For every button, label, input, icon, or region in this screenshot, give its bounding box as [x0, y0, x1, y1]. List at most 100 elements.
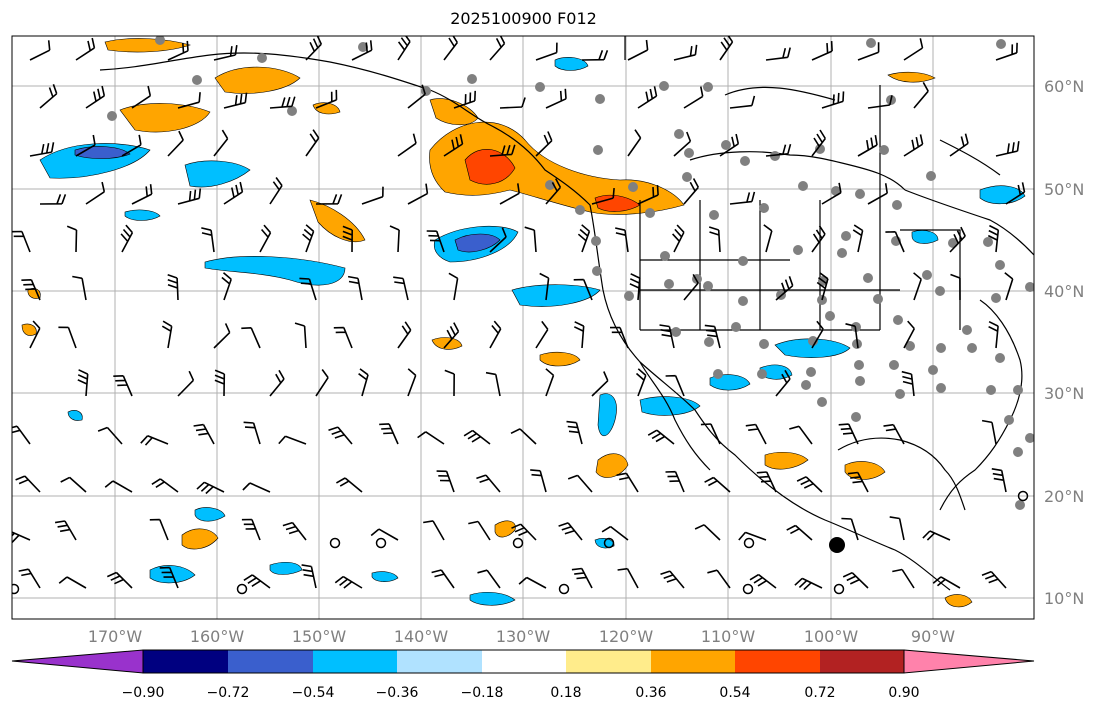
- lon-label: 140°W: [394, 627, 449, 646]
- wind-barb: [558, 522, 583, 541]
- wind-barb: [444, 369, 455, 397]
- wind-barb: [120, 224, 134, 253]
- calm-wind-circles: [12, 490, 1029, 595]
- wind-barb: [29, 40, 51, 61]
- wind-barb: [221, 272, 232, 301]
- wind-barb: [665, 470, 685, 493]
- colorbar-under-arrow: [11, 649, 144, 674]
- wind-barb: [336, 477, 363, 493]
- wind-barb: [577, 224, 591, 253]
- wind-barb: [987, 224, 1000, 253]
- map-border: [11, 35, 1035, 620]
- wind-barb: [922, 530, 951, 541]
- wind-barb: [167, 274, 179, 301]
- wind-barb: [389, 225, 400, 253]
- wind-barb: [407, 183, 429, 205]
- wind-barb: [847, 471, 869, 493]
- wind-barb: [161, 320, 173, 349]
- wind-barb: [627, 129, 642, 157]
- wind-barb: [660, 570, 685, 589]
- wind-barb: [66, 225, 78, 253]
- black-station-marker: [829, 537, 845, 553]
- wind-barb: [417, 431, 445, 445]
- lon-label: 150°W: [292, 627, 347, 646]
- wind-barb: [12, 531, 31, 543]
- wind-barb: [407, 84, 426, 109]
- wind-barb: [39, 194, 67, 205]
- colorbar-label: 0.36: [635, 685, 666, 701]
- wind-barb: [796, 476, 823, 493]
- wind-barb: [694, 524, 721, 541]
- wind-barb: [581, 50, 609, 61]
- wind-barb: [278, 435, 307, 445]
- wind-barb: [647, 429, 675, 445]
- wind-barb: [729, 95, 756, 109]
- wind-barb: [426, 230, 445, 253]
- wind-barb: [794, 577, 823, 591]
- wind-barb: [913, 82, 929, 109]
- wind-barb: [269, 177, 283, 205]
- wind-barb: [167, 40, 189, 61]
- wind-barb: [673, 44, 698, 61]
- wind-barb: [131, 184, 153, 205]
- wind-barb: [729, 191, 756, 205]
- wind-barb: [629, 273, 641, 301]
- wind-barb: [370, 528, 399, 541]
- wind-barb: [765, 47, 791, 61]
- wind-barb: [443, 36, 458, 61]
- wind-barb: [75, 134, 96, 157]
- wind-barb: [213, 44, 238, 61]
- wind-barb: [393, 276, 409, 301]
- wind-barb: [949, 133, 969, 157]
- wind-barb: [397, 36, 411, 61]
- wind-barb: [213, 129, 229, 157]
- wind-barb: [838, 423, 859, 445]
- wind-barb: [673, 131, 692, 157]
- wind-barb: [857, 42, 880, 61]
- wind-barb: [379, 423, 399, 445]
- wind-barb: [315, 89, 338, 109]
- wind-barb: [700, 423, 721, 445]
- lat-label: 20°N: [1044, 487, 1084, 506]
- colorbar-segment: [397, 650, 482, 673]
- wind-barb: [334, 575, 363, 589]
- wind-barb: [177, 370, 195, 397]
- wind-barb: [18, 568, 41, 589]
- wind-barb: [167, 130, 184, 157]
- wind-barb: [816, 272, 829, 301]
- colorbar-label: −0.90: [122, 685, 165, 701]
- station-markers: [107, 36, 1034, 510]
- lon-label: 170°W: [88, 627, 143, 646]
- wind-barb: [535, 42, 558, 61]
- wind-barb: [981, 570, 1007, 589]
- wind-barb: [659, 324, 675, 349]
- wind-barb: [949, 226, 966, 253]
- lon-label: 110°W: [701, 627, 756, 646]
- wind-barb: [159, 566, 179, 589]
- wind-barb: [821, 182, 842, 205]
- wind-barb: [140, 435, 169, 446]
- wind-barb: [241, 327, 261, 349]
- wind-barb: [58, 576, 87, 589]
- wind-barb: [524, 226, 537, 253]
- wind-barb: [85, 181, 106, 205]
- wind-barb: [635, 368, 647, 397]
- wind-barb: [665, 374, 685, 397]
- colorbar-segment: [651, 650, 735, 673]
- wind-barb: [789, 425, 813, 445]
- wind-barb: [683, 86, 704, 109]
- colorbar-over-arrow: [903, 649, 1035, 674]
- wind-barb: [567, 474, 593, 493]
- wind-barb: [489, 144, 516, 157]
- wind-barb: [821, 91, 845, 109]
- wind-barb: [867, 95, 893, 109]
- wind-barb: [489, 320, 502, 349]
- colorbar: −0.90 −0.72 −0.54 −0.36 −0.18 0.18 0.36 …: [11, 649, 1035, 701]
- colorbar-label: −0.18: [461, 685, 504, 701]
- wind-barb: [756, 471, 777, 493]
- wind-barb: [361, 186, 384, 205]
- wind-barb: [397, 321, 412, 349]
- map-title: 2025100900 F012: [450, 9, 597, 28]
- wind-barb: [282, 521, 307, 541]
